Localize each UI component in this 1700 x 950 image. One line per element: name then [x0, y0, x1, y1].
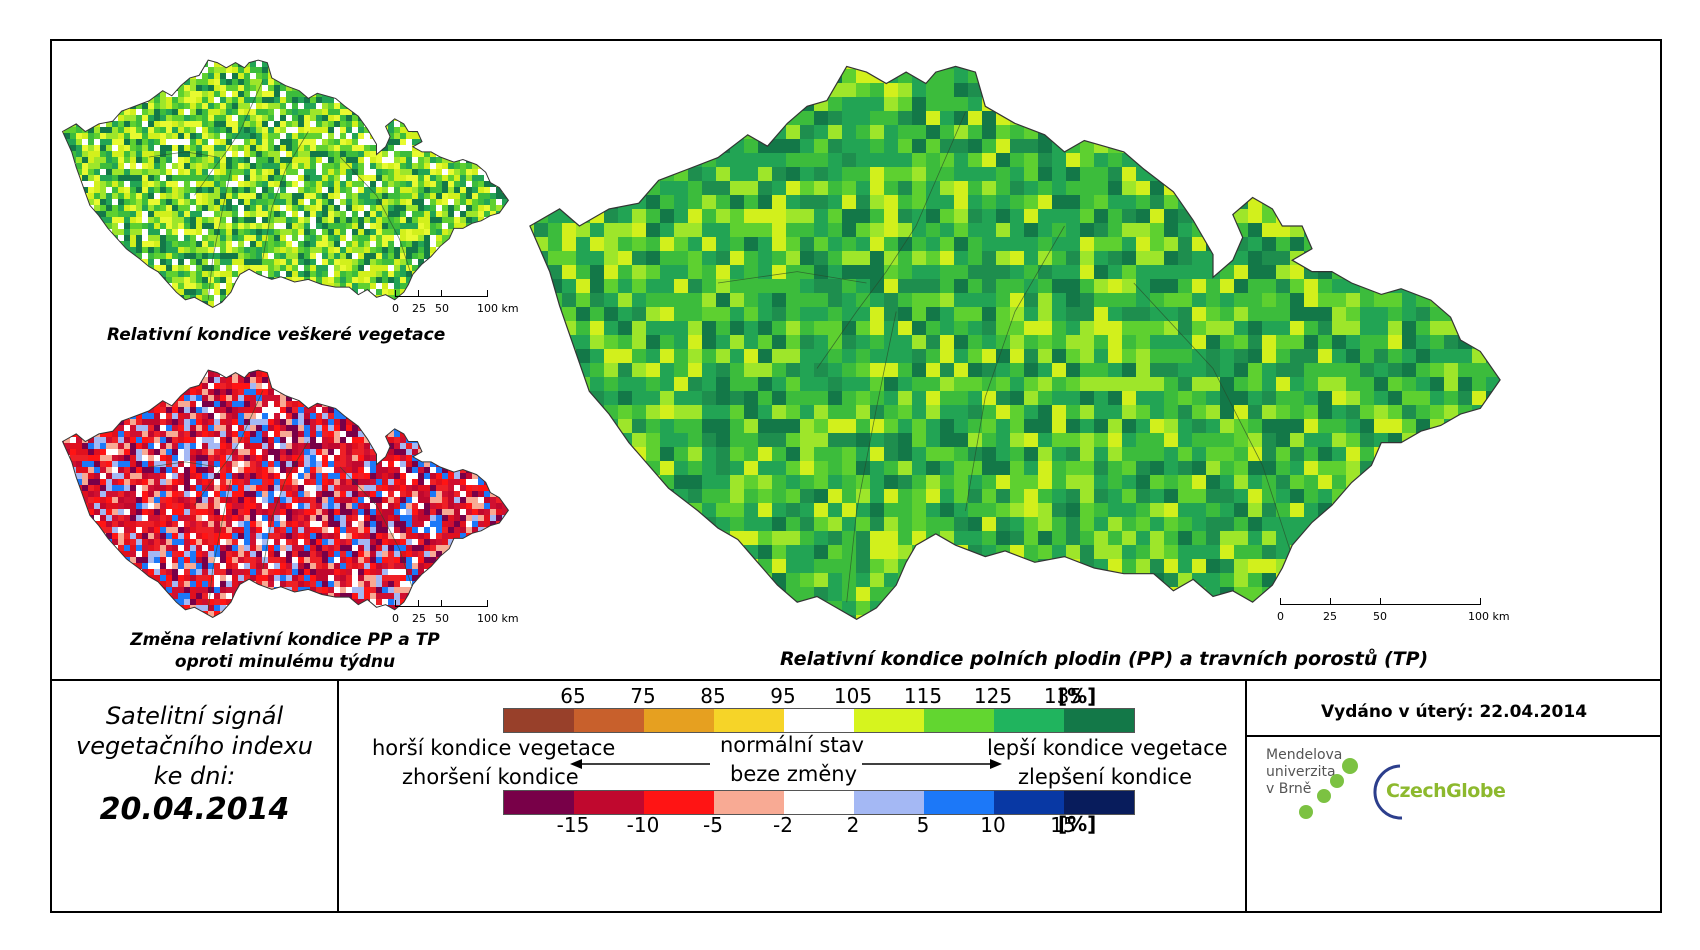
- figure-frame: [50, 39, 1662, 913]
- legend-value: -15: [556, 813, 590, 837]
- legend-swatch: [644, 791, 714, 814]
- no-change-label: beze změny: [730, 762, 858, 786]
- legend-value: 15: [1050, 813, 1076, 837]
- legend-swatch: [784, 709, 854, 732]
- normal-state-label: normální stav: [720, 733, 864, 757]
- issued-date: Vydáno v úterý: 22.04.2014: [1320, 702, 1588, 722]
- scale-label: 0: [392, 612, 399, 625]
- legend-swatch: [574, 791, 644, 814]
- legend-bottom-unit: [%]: [1058, 812, 1097, 836]
- legend-value: -2: [773, 813, 793, 837]
- legend-swatch: [644, 709, 714, 732]
- scale-label: 0: [392, 302, 399, 315]
- worse-change-label: zhoršení kondice: [402, 765, 579, 789]
- legend-value: 135: [1043, 684, 1083, 708]
- legend-swatch: [504, 791, 574, 814]
- legend-value: -10: [626, 813, 660, 837]
- scale-label: 0: [1277, 610, 1284, 623]
- signal-line3: ke dni:: [153, 762, 236, 790]
- vegetation-condition-map: [62, 59, 509, 308]
- legend-swatch: [504, 709, 574, 732]
- legend-swatch: [1064, 709, 1134, 732]
- change-map-caption-line2: oproti minulému týdnu: [174, 652, 396, 672]
- legend-value: 2: [846, 813, 860, 837]
- legend-value: 85: [700, 684, 726, 708]
- scale-label: 50: [1373, 610, 1387, 623]
- legend-swatch: [574, 709, 644, 732]
- scale-label: 50: [435, 612, 449, 625]
- condition-change-map: [62, 369, 509, 618]
- scale-label: 50: [435, 302, 449, 315]
- scale-label: 25: [412, 302, 426, 315]
- scale-label: 100 km: [477, 302, 519, 315]
- legend-divider-left: [337, 680, 339, 913]
- legend-top-unit: [%]: [1058, 684, 1097, 708]
- legend-bottom-colorbar: [503, 790, 1135, 815]
- scale-label: 100 km: [477, 612, 519, 625]
- legend-value: 125: [973, 684, 1013, 708]
- legend-swatch: [1064, 791, 1134, 814]
- legend-swatch: [924, 791, 994, 814]
- legend-divider-right: [1245, 680, 1247, 913]
- legend-value: 5: [916, 813, 930, 837]
- issued-separator: [1246, 735, 1662, 737]
- legend-swatch: [784, 791, 854, 814]
- main-map-caption: Relativní kondice polních plodin (PP) a …: [780, 648, 1429, 670]
- legend-top-colorbar: [503, 708, 1135, 733]
- signal-line1: Satelitní signál: [105, 702, 284, 730]
- main-map: [529, 65, 1501, 620]
- legend-swatch: [854, 709, 924, 732]
- signal-date: 20.04.2014: [99, 792, 290, 827]
- mendel-line3: v Brně: [1266, 781, 1312, 797]
- vegetation-map-caption: Relativní kondice veškeré vegetace: [107, 325, 446, 345]
- legend-value: 10: [980, 813, 1006, 837]
- scale-label: 25: [1323, 610, 1337, 623]
- legend-value: 105: [833, 684, 873, 708]
- legend-swatch: [994, 709, 1064, 732]
- legend-swatch: [854, 791, 924, 814]
- legend-value: 75: [630, 684, 656, 708]
- worse-condition-label: horší kondice vegetace: [372, 736, 616, 760]
- legend-swatch: [714, 709, 784, 732]
- legend-swatch: [714, 791, 784, 814]
- change-map-caption-line1: Změna relativní kondice PP a TP: [130, 630, 440, 650]
- czechglobe-logo: CzechGlobe: [1386, 780, 1506, 802]
- legend-swatch: [994, 791, 1064, 814]
- mendel-line2: univerzita: [1266, 764, 1336, 780]
- mendel-dots-icon: [1299, 758, 1358, 819]
- scale-label: 25: [412, 612, 426, 625]
- signal-line2: vegetačního indexu: [76, 732, 313, 760]
- legend-value: 95: [770, 684, 796, 708]
- legend-value: 115: [903, 684, 943, 708]
- scale-label: 100 km: [1468, 610, 1510, 623]
- better-change-label: zlepšení kondice: [1018, 765, 1192, 789]
- right-arrow-icon: [862, 759, 1002, 769]
- mendel-university-logo: Mendelova univerzita v Brně: [1266, 747, 1342, 798]
- legend-value: 65: [560, 684, 586, 708]
- legend-swatch: [924, 709, 994, 732]
- left-arrow-icon: [570, 759, 710, 769]
- better-condition-label: lepší kondice vegetace: [987, 736, 1228, 760]
- legend-separator: [50, 679, 1662, 681]
- czechglobe-arc-icon: [1373, 764, 1403, 820]
- legend-value: -5: [703, 813, 723, 837]
- mendel-line1: Mendelova: [1266, 747, 1343, 763]
